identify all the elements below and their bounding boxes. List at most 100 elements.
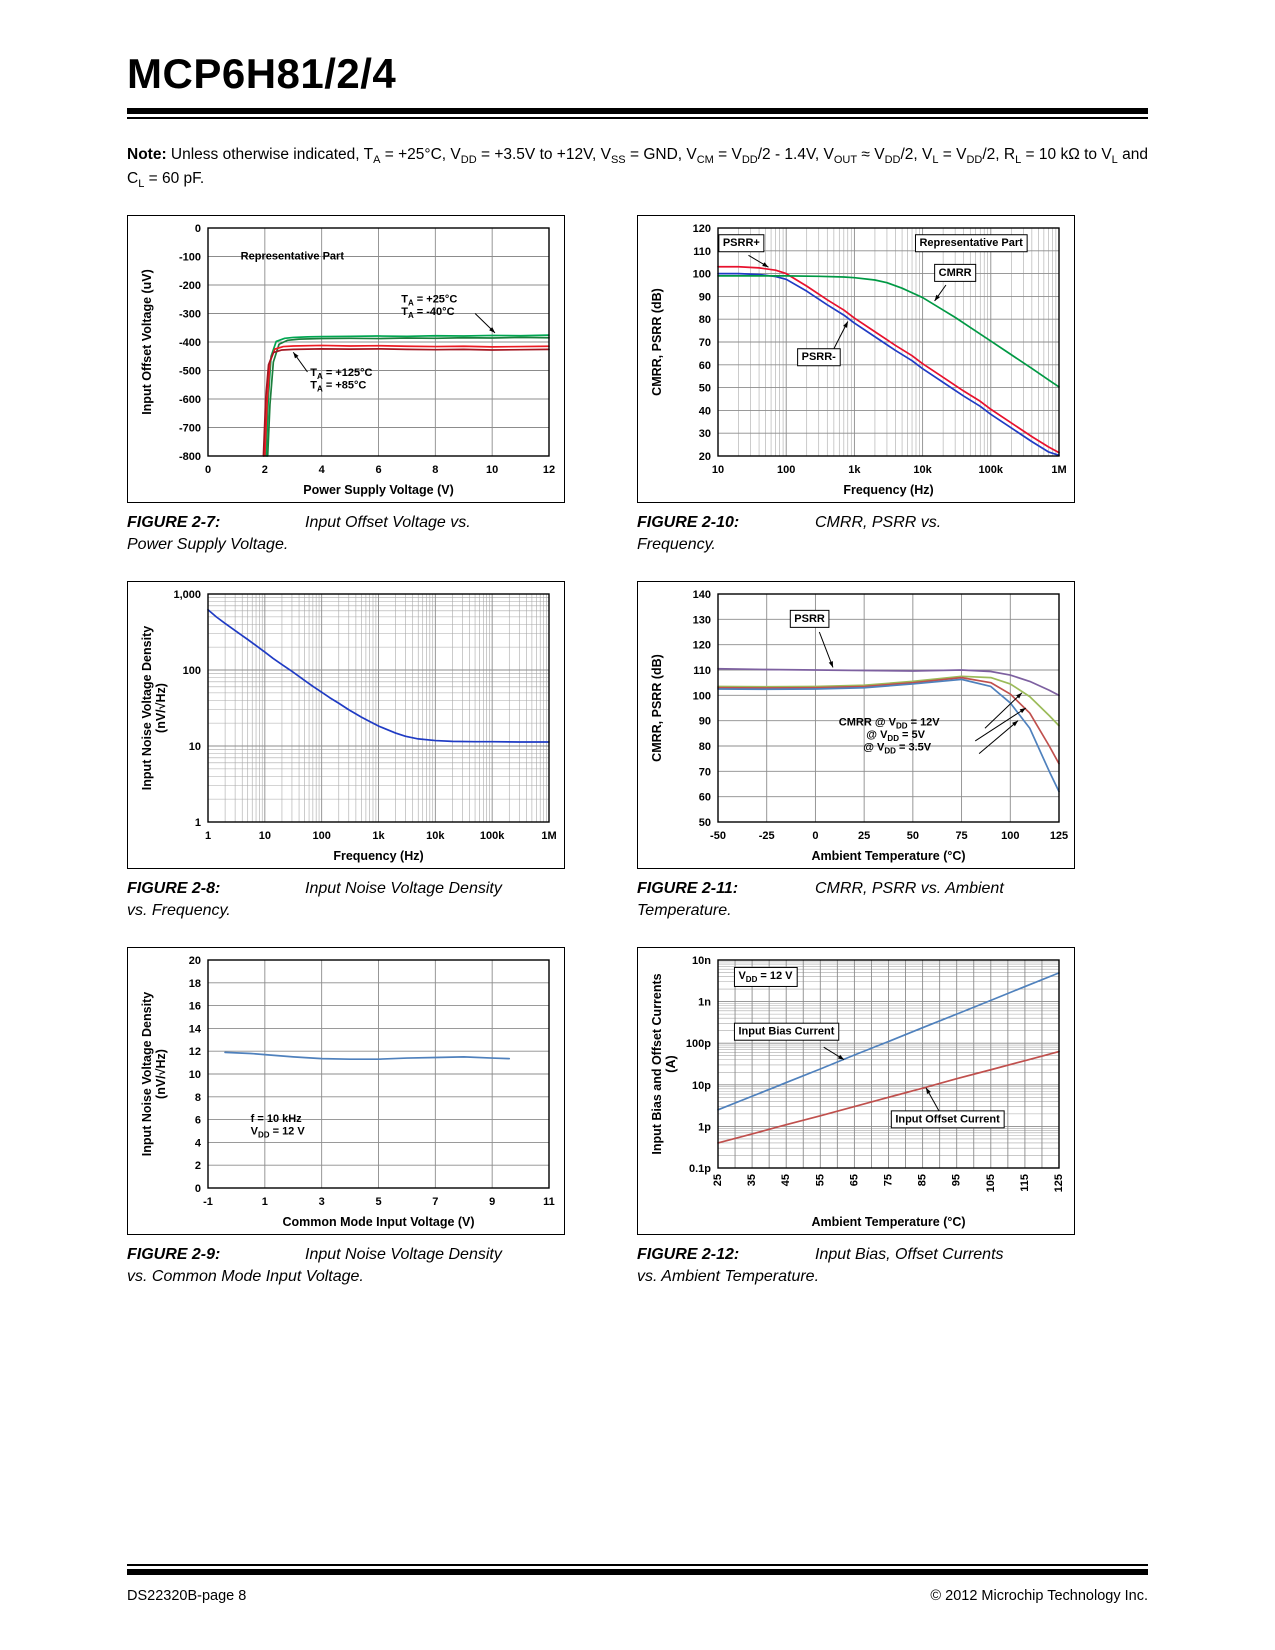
svg-text:10n: 10n bbox=[692, 955, 711, 967]
note-paragraph: Note: Unless otherwise indicated, TA = +… bbox=[127, 143, 1148, 191]
chart-cmrr-psrr-vs-ambient-temperature: -50 -25 0 25 50 75 100 125 50 60 70 80 90 100 110 120 13… bbox=[650, 589, 1069, 863]
annotation-box bbox=[890, 1110, 1005, 1129]
svg-text:Ambient Temperature (°C): Ambient Temperature (°C) bbox=[811, 1215, 965, 1229]
axis-tick-labels: -50 -25 0 25 50 75 100 125 50 60 70 80 90 100 110 120 13… bbox=[693, 589, 1069, 842]
svg-text:10k: 10k bbox=[426, 830, 445, 842]
axis-titles: Power Supply Voltage (V) Input Offset Vol… bbox=[140, 269, 454, 497]
svg-text:(nV/√Hz): (nV/√Hz) bbox=[154, 1049, 168, 1099]
svg-text:-500: -500 bbox=[179, 366, 201, 378]
svg-text:-400: -400 bbox=[179, 337, 201, 349]
svg-text:11: 11 bbox=[543, 1196, 555, 1208]
figure-caption-text: Input Noise Voltage Density vs. Frequenc… bbox=[127, 880, 502, 919]
svg-text:85: 85 bbox=[917, 1174, 929, 1186]
chart-input-offset-voltage-vs-power-supply-voltage: 0 2 4 6 8 10 12 0 -100 -200 -300 -400 -500 -600 -700 -8… bbox=[140, 223, 555, 497]
axis-titles: Ambient Temperature (°C) Input Bias and O… bbox=[650, 974, 966, 1230]
svg-text:-100: -100 bbox=[179, 252, 201, 264]
svg-text:30: 30 bbox=[699, 428, 711, 440]
figure-label: FIGURE 2-9: bbox=[127, 1246, 221, 1264]
svg-text:75: 75 bbox=[883, 1174, 895, 1186]
svg-text:35: 35 bbox=[746, 1174, 758, 1186]
svg-text:100k: 100k bbox=[979, 464, 1004, 476]
svg-text:45: 45 bbox=[780, 1174, 792, 1186]
svg-text:100k: 100k bbox=[480, 830, 505, 842]
plot-border bbox=[207, 227, 550, 457]
svg-text:70: 70 bbox=[699, 337, 711, 349]
svg-text:10k: 10k bbox=[913, 464, 932, 476]
axis-titles: Ambient Temperature (°C) CMRR, PSRR (dB) bbox=[650, 654, 966, 863]
series-CMRR @ VDD = 5V bbox=[717, 676, 1060, 765]
plot-border bbox=[207, 959, 550, 1190]
svg-text:1M: 1M bbox=[541, 830, 556, 842]
annotation: Representative Part bbox=[914, 234, 1028, 253]
series-PSRR+ bbox=[717, 265, 1060, 454]
series-TA = +125°C bbox=[262, 348, 550, 457]
figure-caption-text: Input Noise Voltage Density vs. Common M… bbox=[127, 1246, 502, 1285]
svg-text:100: 100 bbox=[777, 464, 795, 476]
chart-cmrr-psrr-vs-frequency: 10 100 1k 10k 100k 1M 20 30 40 50 60 70 80 90 100 110 12… bbox=[650, 223, 1067, 497]
svg-text:7: 7 bbox=[432, 1196, 438, 1208]
svg-text:Common Mode Input Voltage (V): Common Mode Input Voltage (V) bbox=[282, 1215, 474, 1229]
figure-caption-text: CMRR, PSRR vs. Ambient Temperature. bbox=[637, 880, 1004, 919]
svg-text:20: 20 bbox=[699, 451, 711, 463]
gridlines bbox=[207, 959, 550, 1189]
figure-2-12: 25 35 45 55 65 75 85 95 105 115 125 0.1p 1p 10p 100p 1n… bbox=[637, 947, 1075, 1287]
svg-text:0: 0 bbox=[195, 223, 201, 235]
svg-text:Power Supply Voltage (V): Power Supply Voltage (V) bbox=[303, 483, 453, 497]
svg-text:18: 18 bbox=[189, 978, 201, 990]
series-Input Bias Current bbox=[717, 972, 1060, 1112]
annotations: PSRR CMRR @ VDD = 12V @ VDD = 5V @ VDD = … bbox=[789, 610, 1027, 756]
svg-text:50: 50 bbox=[907, 830, 919, 842]
svg-text:TA = -40°C: TA = -40°C bbox=[401, 306, 454, 320]
svg-text:10: 10 bbox=[189, 1069, 201, 1081]
svg-text:1M: 1M bbox=[1051, 464, 1066, 476]
svg-text:Input Offset Voltage (uV): Input Offset Voltage (uV) bbox=[140, 269, 154, 415]
svg-text:12: 12 bbox=[543, 464, 555, 476]
svg-text:100: 100 bbox=[312, 830, 330, 842]
series-TA = +25°C bbox=[265, 334, 550, 457]
svg-text:-200: -200 bbox=[179, 280, 201, 292]
annotation-box bbox=[789, 610, 830, 629]
svg-text:Input Offset Current: Input Offset Current bbox=[895, 1114, 1000, 1126]
figure-2-11: -50 -25 0 25 50 75 100 125 50 60 70 80 90 100 110 120 13… bbox=[637, 581, 1075, 921]
svg-text:100: 100 bbox=[693, 691, 711, 703]
chart-box-2-10: 10 100 1k 10k 100k 1M 20 30 40 50 60 70 80 90 100 110 12… bbox=[637, 215, 1075, 504]
annotation-box bbox=[733, 1023, 840, 1042]
svg-text:80: 80 bbox=[699, 741, 711, 753]
figure-2-8: 1 10 100 1k 10k 100k 1M 1 10 100 1,000 Frequency (H… bbox=[127, 581, 565, 921]
chart-box-2-9: -1 1 3 5 7 9 11 0 2 4 6 8 10 12 14 16 18 20 Common Mode In… bbox=[127, 947, 565, 1236]
svg-text:-300: -300 bbox=[179, 309, 201, 321]
figure-2-10: 10 100 1k 10k 100k 1M 20 30 40 50 60 70 80 90 100 110 12… bbox=[637, 215, 1075, 555]
svg-text:140: 140 bbox=[693, 589, 711, 601]
annotation: PSRR+ bbox=[718, 234, 765, 253]
svg-text:20: 20 bbox=[189, 955, 201, 967]
figures-grid: 0 2 4 6 8 10 12 0 -100 -200 -300 -400 -500 -600 -700 -8… bbox=[127, 215, 1148, 1314]
svg-text:CMRR, PSRR (dB): CMRR, PSRR (dB) bbox=[650, 288, 664, 396]
svg-text:100p: 100p bbox=[686, 1039, 711, 1051]
annotation-box bbox=[718, 234, 765, 253]
annotation-box bbox=[733, 967, 798, 988]
svg-text:110: 110 bbox=[693, 246, 711, 258]
svg-text:1: 1 bbox=[195, 817, 201, 829]
annotations: VDD = 12 V Input Bias Current Input Offset… bbox=[733, 967, 1005, 1129]
svg-text:@ VDD = 5V: @ VDD = 5V bbox=[839, 729, 926, 743]
svg-text:5: 5 bbox=[375, 1196, 381, 1208]
svg-text:10: 10 bbox=[189, 741, 201, 753]
figure-label: FIGURE 2-12: bbox=[637, 1246, 740, 1264]
svg-text:65: 65 bbox=[848, 1174, 860, 1186]
svg-text:0: 0 bbox=[205, 464, 211, 476]
figure-caption-text: CMRR, PSRR vs. Frequency. bbox=[637, 514, 942, 553]
figure-caption-2-10: FIGURE 2-10: CMRR, PSRR vs. Frequency. bbox=[637, 512, 1075, 555]
svg-text:6: 6 bbox=[195, 1115, 201, 1127]
figure-caption-2-12: FIGURE 2-12: Input Bias, Offset Currents … bbox=[637, 1244, 1075, 1287]
figure-caption-2-7: FIGURE 2-7: Input Offset Voltage vs. Powe… bbox=[127, 512, 565, 555]
svg-text:115: 115 bbox=[1019, 1174, 1031, 1192]
annotation-box bbox=[914, 234, 1028, 253]
figure-2-9: -1 1 3 5 7 9 11 0 2 4 6 8 10 12 14 16 18 20 Common Mode In… bbox=[127, 947, 565, 1287]
svg-text:6: 6 bbox=[375, 464, 381, 476]
svg-text:-1: -1 bbox=[203, 1196, 213, 1208]
series bbox=[717, 265, 1060, 457]
svg-text:VDD = 12 V: VDD = 12 V bbox=[738, 970, 793, 984]
